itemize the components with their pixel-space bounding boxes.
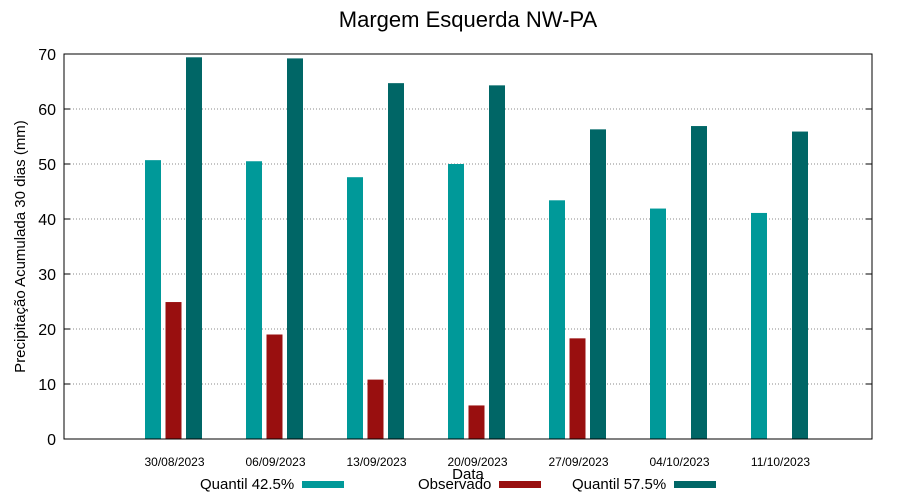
y-axis-label: Precipitação Acumulada 30 dias (mm): [12, 120, 29, 373]
bar-observado: [367, 379, 384, 439]
legend-label: Observado: [418, 476, 492, 493]
bar-quantil-57-5: [590, 129, 606, 439]
legend-swatch: [674, 481, 717, 488]
bar-observado: [468, 405, 485, 439]
bar-quantil-57-5: [489, 85, 505, 439]
bar-quantil-42-5: [650, 208, 666, 439]
legend-item-observado: Observado: [418, 476, 542, 493]
bar-observado: [569, 338, 586, 439]
grid-lines: [64, 108, 872, 385]
x-axis-label: Data: [452, 466, 484, 483]
bar-quantil-42-5: [751, 212, 767, 439]
bar-quantil-57-5: [186, 57, 202, 440]
legend-label: Quantil 42.5%: [200, 476, 295, 493]
bar-quantil-42-5: [145, 160, 161, 439]
bar-quantil-57-5: [691, 126, 707, 440]
y-tick-label: 60: [38, 102, 56, 119]
bar-quantil-42-5: [347, 177, 363, 439]
y-tick-label: 50: [38, 157, 56, 174]
x-tick-label: 20/09/2023: [447, 455, 507, 469]
bars: [145, 57, 808, 440]
bar-quantil-57-5: [287, 58, 303, 440]
x-tick-label: 11/10/2023: [751, 455, 810, 469]
bar-observado: [165, 302, 182, 439]
legend-swatch: [302, 481, 345, 488]
x-tick-label: 06/09/2023: [245, 455, 305, 469]
x-tick-label: 13/09/2023: [346, 455, 406, 469]
x-tick-label: 27/09/2023: [548, 455, 608, 469]
bar-quantil-57-5: [792, 131, 808, 440]
bar-observado: [266, 334, 283, 439]
x-axis-ticks: 30/08/2023 06/09/2023 13/09/2023 20/09/2023…: [144, 455, 810, 469]
y-tick-label: 0: [47, 432, 56, 449]
bar-quantil-42-5: [448, 164, 464, 439]
legend-item-quantil-42: Quantil 42.5%: [200, 476, 345, 493]
plot-frame: [63, 53, 873, 440]
legend-swatch: [499, 481, 542, 488]
bar-quantil-42-5: [549, 200, 565, 439]
legend-label: Quantil 57.5%: [572, 476, 667, 493]
y-tick-label: 70: [38, 47, 56, 64]
x-tick-label: 30/08/2023: [144, 455, 204, 469]
y-tick-label: 40: [38, 212, 56, 229]
x-tick-label: 04/10/2023: [649, 455, 709, 469]
legend-item-quantil-57: Quantil 57.5%: [572, 476, 717, 493]
y-axis-ticks: 0 10 20 30 40 50 60 70: [38, 47, 872, 449]
bar-quantil-57-5: [388, 83, 404, 440]
bar-quantil-42-5: [246, 161, 262, 439]
chart-title: Margem Esquerda NW-PA: [339, 7, 598, 32]
legend: Quantil 42.5% Observado Quantil 57.5%: [0, 476, 900, 496]
y-tick-label: 10: [38, 377, 56, 394]
y-tick-label: 30: [38, 267, 56, 284]
y-tick-label: 20: [38, 322, 56, 339]
